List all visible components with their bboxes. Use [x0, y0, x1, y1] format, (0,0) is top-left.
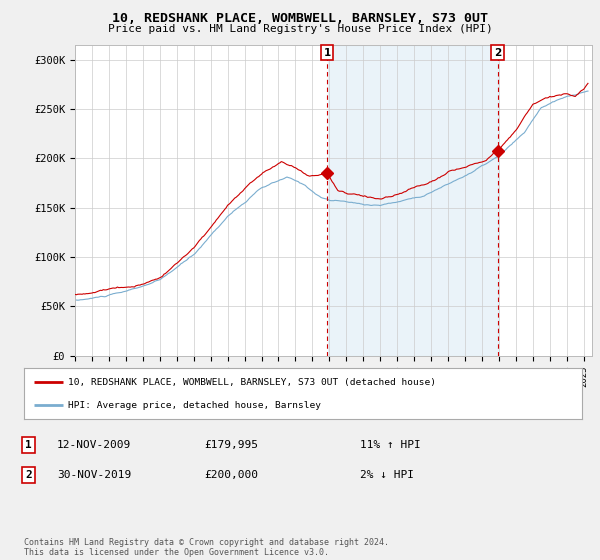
Text: Price paid vs. HM Land Registry's House Price Index (HPI): Price paid vs. HM Land Registry's House … — [107, 24, 493, 34]
Text: 2: 2 — [25, 470, 32, 480]
Text: 11% ↑ HPI: 11% ↑ HPI — [360, 440, 421, 450]
Text: 1: 1 — [323, 48, 331, 58]
Text: 12-NOV-2009: 12-NOV-2009 — [57, 440, 131, 450]
Text: 30-NOV-2019: 30-NOV-2019 — [57, 470, 131, 480]
Text: 2: 2 — [494, 48, 501, 58]
Text: £179,995: £179,995 — [204, 440, 258, 450]
Text: £200,000: £200,000 — [204, 470, 258, 480]
Text: Contains HM Land Registry data © Crown copyright and database right 2024.
This d: Contains HM Land Registry data © Crown c… — [24, 538, 389, 557]
Text: 10, REDSHANK PLACE, WOMBWELL, BARNSLEY, S73 0UT (detached house): 10, REDSHANK PLACE, WOMBWELL, BARNSLEY, … — [68, 377, 436, 386]
Text: HPI: Average price, detached house, Barnsley: HPI: Average price, detached house, Barn… — [68, 401, 320, 410]
Text: 2% ↓ HPI: 2% ↓ HPI — [360, 470, 414, 480]
Text: 1: 1 — [25, 440, 32, 450]
Text: 10, REDSHANK PLACE, WOMBWELL, BARNSLEY, S73 0UT: 10, REDSHANK PLACE, WOMBWELL, BARNSLEY, … — [112, 12, 488, 25]
